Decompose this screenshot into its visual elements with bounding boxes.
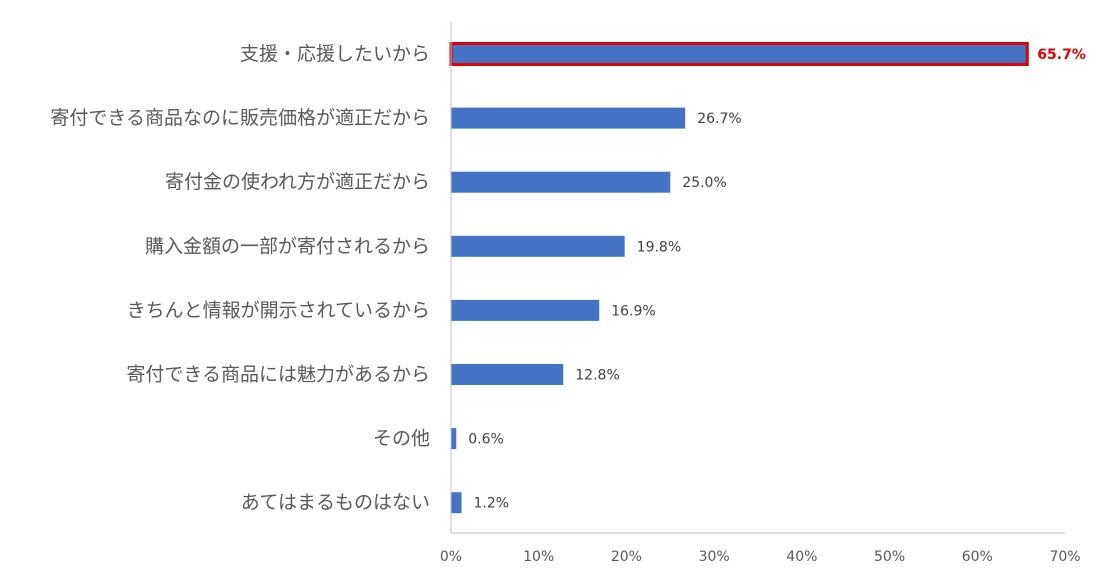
x-tick-label-4: 40% [786,549,817,565]
category-label-6: その他 [373,428,430,450]
bar-4 [451,299,600,321]
bar-6 [451,428,457,450]
axes-group [450,22,1065,534]
category-label-0: 支援・応援したいから [240,43,430,65]
bars-group [449,42,1029,514]
bar-1 [451,107,686,129]
category-label-2: 寄付金の使われ方が適正だから [165,171,430,193]
value-label-2: 25.0% [682,175,726,191]
x-tick-label-6: 60% [962,549,993,565]
x-tick-label-5: 50% [874,549,905,565]
bar-5 [451,364,564,385]
value-label-6: 0.6% [468,432,504,448]
x-tick-label-0: 0% [440,549,462,565]
bar-2 [451,171,671,193]
x-tick-label-7: 70% [1049,549,1080,565]
category-label-3: 購入金額の一部が寄付されるから [145,235,430,257]
value-label-5: 12.8% [575,368,619,384]
category-label-7: あてはまるものはない [241,492,430,514]
category-label-1: 寄付できる商品なのに販売価格が適正だから [50,107,430,129]
x-tick-label-2: 20% [611,549,642,565]
value-label-3: 19.8% [637,239,681,255]
x-tick-label-1: 10% [523,549,554,565]
category-label-5: 寄付できる商品には魅力があるから [126,364,430,386]
x-tick-label-3: 30% [699,549,730,565]
bar-3 [451,235,625,257]
x-tick-labels-group: 0% 10% 20% 30% 40% 50% 60% 70% [440,549,1081,565]
bar-7 [451,492,462,514]
value-labels-group: 65.7% 26.7% 25.0% 19.8% 16.9% 12.8% 0.6% 1.2% [468,47,1086,512]
category-labels-group: 支援・応援したいから寄付できる商品なのに販売価格が適正だから寄付金の使われ方が適… [50,43,430,514]
value-label-7: 1.2% [474,496,510,512]
value-label-1: 26.7% [697,111,741,127]
category-label-4: きちんと情報が開示されているから [127,299,430,321]
bar-0 [449,42,1029,66]
value-label-0: 65.7% [1037,47,1086,63]
value-label-4: 16.9% [611,303,655,319]
